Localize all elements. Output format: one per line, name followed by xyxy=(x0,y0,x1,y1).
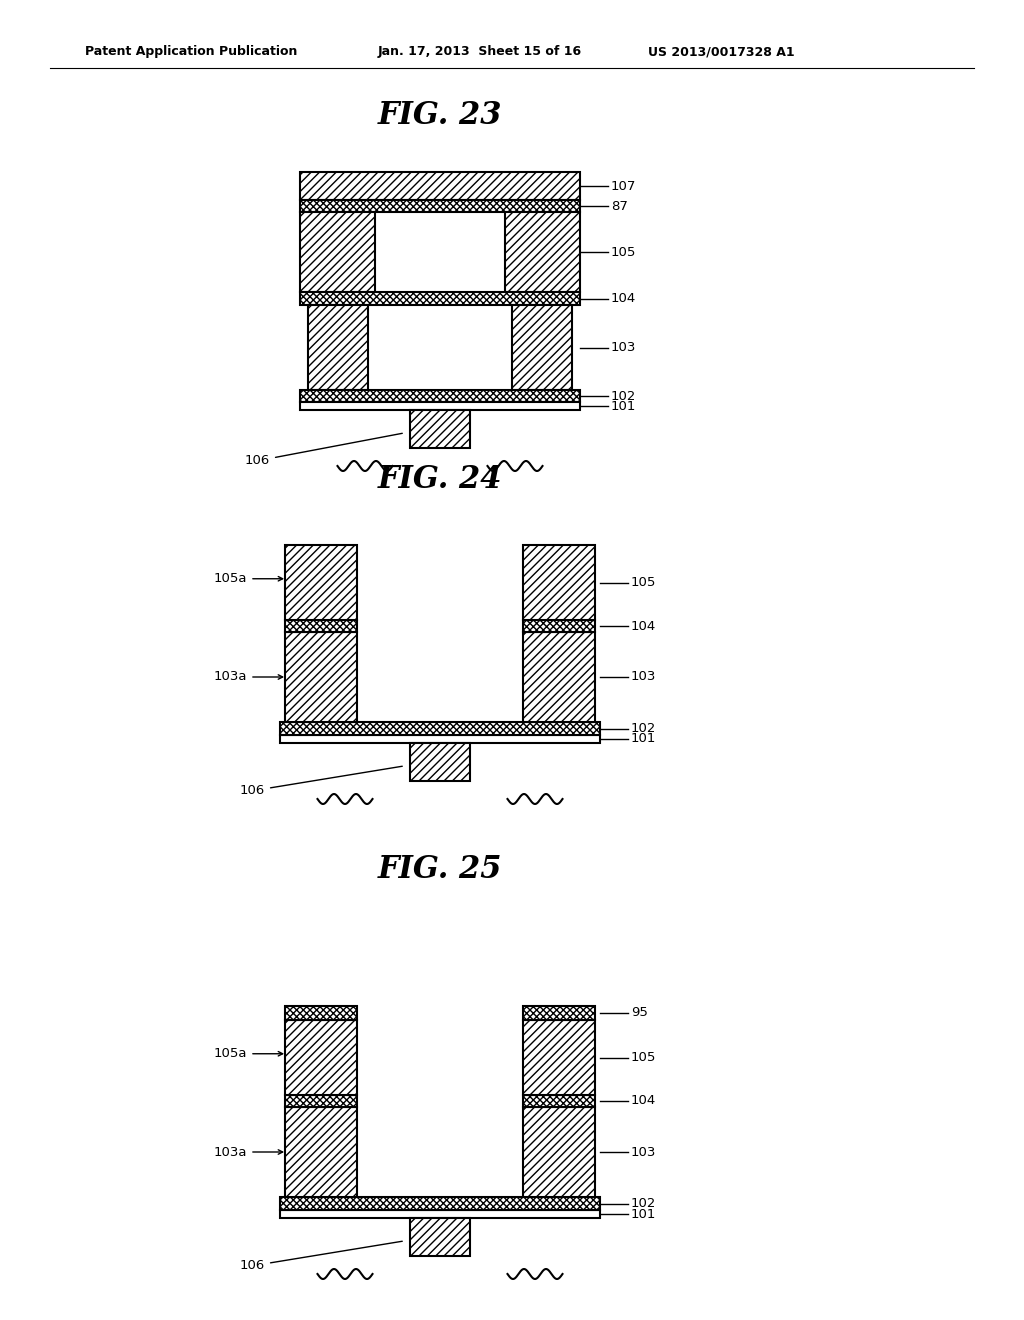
Text: 104: 104 xyxy=(631,619,656,632)
Text: 104: 104 xyxy=(631,1094,656,1107)
Text: 105: 105 xyxy=(631,1051,656,1064)
Text: 104: 104 xyxy=(611,292,636,305)
Bar xyxy=(523,1020,595,1096)
Bar xyxy=(523,632,595,722)
Text: FIG. 25: FIG. 25 xyxy=(378,854,502,886)
Text: 101: 101 xyxy=(611,400,636,412)
Text: 103: 103 xyxy=(611,341,636,354)
Bar xyxy=(285,545,357,620)
Text: US 2013/0017328 A1: US 2013/0017328 A1 xyxy=(648,45,795,58)
Text: 103: 103 xyxy=(631,1146,656,1159)
Bar xyxy=(280,1197,600,1210)
Text: Jan. 17, 2013  Sheet 15 of 16: Jan. 17, 2013 Sheet 15 of 16 xyxy=(378,45,582,58)
Text: 106: 106 xyxy=(240,766,402,797)
Bar xyxy=(410,1218,470,1257)
Bar xyxy=(280,1210,600,1218)
Text: 101: 101 xyxy=(631,733,656,746)
Bar xyxy=(300,172,580,201)
Bar xyxy=(512,305,572,389)
Bar xyxy=(285,1006,357,1020)
Bar xyxy=(285,620,357,632)
Bar xyxy=(300,389,580,403)
Text: 87: 87 xyxy=(611,199,628,213)
Text: 107: 107 xyxy=(611,180,636,193)
Text: 95: 95 xyxy=(631,1006,648,1019)
Text: Patent Application Publication: Patent Application Publication xyxy=(85,45,297,58)
Text: 103a: 103a xyxy=(213,1146,247,1159)
Text: 103: 103 xyxy=(631,671,656,684)
Bar xyxy=(523,1107,595,1197)
Bar xyxy=(410,411,470,447)
Text: 101: 101 xyxy=(631,1208,656,1221)
Bar xyxy=(300,201,580,213)
Bar xyxy=(308,305,368,389)
Text: 106: 106 xyxy=(245,433,402,467)
Bar xyxy=(280,735,600,743)
Bar xyxy=(523,620,595,632)
Bar xyxy=(285,632,357,722)
Text: 102: 102 xyxy=(631,722,656,735)
Text: 102: 102 xyxy=(611,389,636,403)
Text: 105: 105 xyxy=(631,576,656,589)
Bar xyxy=(285,1096,357,1107)
Bar xyxy=(523,1006,595,1020)
Text: 105: 105 xyxy=(611,246,636,259)
Text: 105a: 105a xyxy=(213,573,247,585)
Bar xyxy=(523,1096,595,1107)
Text: FIG. 24: FIG. 24 xyxy=(378,465,502,495)
Bar xyxy=(300,213,375,292)
Bar xyxy=(505,213,580,292)
Bar xyxy=(523,545,595,620)
Text: 106: 106 xyxy=(240,1241,402,1272)
Text: 105a: 105a xyxy=(213,1047,247,1060)
Bar xyxy=(280,722,600,735)
Text: 103a: 103a xyxy=(213,671,247,684)
Bar xyxy=(285,1107,357,1197)
Bar xyxy=(300,403,580,411)
Bar xyxy=(300,292,580,305)
Bar xyxy=(285,1020,357,1096)
Text: FIG. 23: FIG. 23 xyxy=(378,99,502,131)
Bar xyxy=(410,743,470,781)
Text: 102: 102 xyxy=(631,1197,656,1210)
